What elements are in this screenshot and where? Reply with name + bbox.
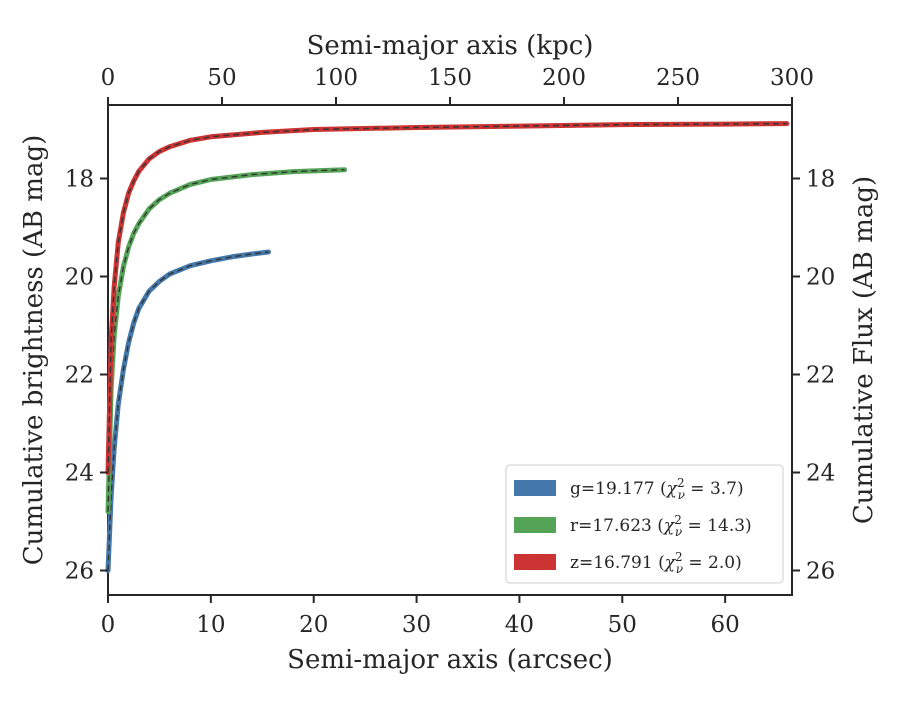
- series-z-model-line: [107, 122, 787, 473]
- right-y-tick-label: 22: [806, 363, 835, 389]
- top-x-tick-label: 100: [314, 65, 358, 91]
- y-tick-label: 26: [65, 559, 94, 585]
- x-tick-label: 0: [101, 612, 116, 638]
- series-r-model-line: [107, 169, 345, 512]
- legend-label-r: r=17.623 (χ2 ν = 14.3): [570, 513, 752, 539]
- x-tick-label: 60: [711, 612, 740, 638]
- right-y-tick-label: 26: [806, 559, 835, 585]
- legend: g=19.177 (χ2 ν = 3.7) r=17.623 (χ2 ν = 14.3…: [505, 464, 784, 584]
- top-x-tick-label: 250: [656, 65, 700, 91]
- legend-label-g: g=19.177 (χ2 ν = 3.7): [570, 476, 744, 502]
- x-tick-label: 10: [196, 612, 225, 638]
- legend-swatch-g: [514, 480, 556, 496]
- top-x-tick-label: 200: [542, 65, 586, 91]
- top-x-tick-label: 0: [101, 65, 116, 91]
- y-tick-label: 24: [65, 461, 94, 487]
- right-y-tick-label: 18: [806, 167, 835, 193]
- right-y-tick-label: 24: [806, 461, 835, 487]
- x-tick-label: 30: [402, 612, 431, 638]
- x-tick-label: 50: [608, 612, 637, 638]
- right-y-tick-label: 20: [806, 265, 835, 291]
- top-x-tick-label: 50: [207, 65, 236, 91]
- top-x-tick-label: 150: [428, 65, 472, 91]
- top-x-tick-label: 300: [770, 65, 814, 91]
- series-g-model-line: [107, 251, 269, 571]
- legend-swatch-r: [514, 517, 556, 533]
- series-curves: [105, 121, 790, 573]
- right-y-axis-title: Cumulative Flux (AB mag): [849, 176, 879, 524]
- right-y-axis-ticks: 18 20 22 24 26: [792, 167, 835, 585]
- y-axis-title: Cumulative brightness (AB mag): [19, 135, 49, 566]
- y-axis-ticks: 18 20 22 24 26: [65, 167, 108, 585]
- y-tick-label: 18: [65, 167, 94, 193]
- legend-box: [505, 464, 784, 584]
- top-x-axis-title: Semi-major axis (kpc): [307, 31, 594, 61]
- legend-items: g=19.177 (χ2 ν = 3.7) r=17.623 (χ2 ν = 14.3…: [514, 476, 752, 576]
- top-x-axis-ticks: 0 50 100 150 200 250 300: [101, 65, 814, 105]
- legend-swatch-z: [514, 554, 556, 570]
- x-tick-label: 20: [299, 612, 328, 638]
- y-tick-label: 22: [65, 363, 94, 389]
- x-tick-label: 40: [505, 612, 534, 638]
- legend-label-z: z=16.791 (χ2 ν = 2.0): [570, 550, 742, 576]
- y-tick-label: 20: [65, 265, 94, 291]
- x-axis-ticks: 0 10 20 30 40 50 60: [101, 595, 740, 638]
- x-axis-title: Semi-major axis (arcsec): [287, 645, 613, 675]
